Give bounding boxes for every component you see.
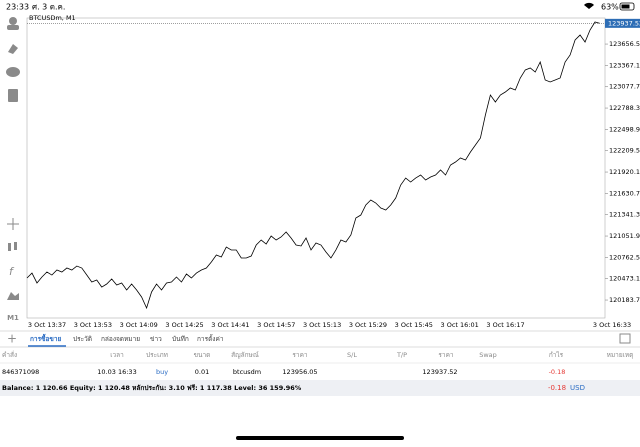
x-tick-label: 3 Oct 16:33	[593, 321, 631, 329]
x-tick-label: 3 Oct 15:13	[303, 321, 341, 329]
x-tick-label: 3 Oct 13:37	[28, 321, 66, 329]
candle-icon-2	[14, 242, 17, 250]
add-button[interactable]: +	[7, 332, 17, 346]
column-header: ประเภท	[146, 351, 168, 359]
y-tick-label: 120762.50	[609, 253, 640, 261]
candle-icon[interactable]	[8, 243, 11, 251]
plot-frame	[26, 17, 606, 319]
crosshair-icon[interactable]	[7, 218, 19, 230]
function-icon[interactable]: f	[9, 265, 15, 278]
status-date: ศ. 3 ต.ค.	[32, 3, 65, 12]
y-tick-label: 123077.70	[609, 83, 640, 91]
objects-icon[interactable]	[7, 292, 19, 300]
current-price-label: 123937.52	[608, 19, 640, 27]
column-header: สัญลักษณ์	[231, 351, 259, 359]
order-cell: btcusdm	[233, 368, 261, 376]
panel-icon[interactable]	[619, 333, 631, 344]
order-cell: 10.03 16:33	[97, 368, 136, 376]
x-tick-label: 3 Oct 16:17	[486, 321, 524, 329]
y-tick-label: 122788.30	[609, 104, 640, 112]
account-icon[interactable]	[9, 17, 17, 25]
x-tick-label: 3 Oct 14:41	[211, 321, 249, 329]
tab[interactable]: กล่องจดหมาย	[101, 335, 140, 343]
y-tick-label: 121630.70	[609, 189, 640, 197]
battery-icon	[619, 2, 635, 11]
account-icon-body	[7, 25, 19, 30]
status-time: 23:33	[6, 3, 29, 12]
toolbar: f	[6, 17, 20, 300]
summary-profit: -0.18	[548, 384, 566, 392]
battery-level	[621, 4, 630, 9]
y-tick-label: 123656.50	[609, 40, 640, 48]
y-tick-label: 122498.90	[609, 125, 640, 133]
tab[interactable]: บันทึก	[172, 335, 189, 343]
order-cell: 123956.05	[282, 368, 317, 376]
summary-currency: USD	[570, 384, 585, 392]
y-tick-label: 122209.50	[609, 147, 640, 155]
tab[interactable]: ประวัติ	[73, 335, 92, 343]
home-indicator	[236, 436, 404, 440]
y-tick-label: 121341.30	[609, 211, 640, 219]
y-tick-label: 121051.90	[609, 232, 640, 240]
battery-text: 63%	[601, 3, 619, 12]
summary-text: Balance: 1 120.66 Equity: 1 120.48 หลักป…	[2, 384, 302, 392]
column-header: ราคา	[438, 351, 453, 359]
y-tick-label: 121920.10	[609, 168, 640, 176]
tab[interactable]: การซื้อขาย	[30, 333, 61, 343]
column-header: ขนาด	[194, 351, 211, 359]
x-tick-label: 3 Oct 15:45	[395, 321, 433, 329]
column-header: ราคา	[292, 351, 307, 359]
tab[interactable]: ข่าว	[150, 335, 162, 343]
x-tick-label: 3 Oct 13:53	[74, 321, 112, 329]
trade-icon[interactable]	[8, 44, 18, 54]
summary-bar	[0, 380, 640, 396]
price-line	[26, 21, 601, 310]
order-cell: 846371098	[2, 368, 39, 376]
column-header: หมายเหตุ	[607, 351, 634, 359]
column-header: เวลา	[110, 351, 124, 359]
x-tick-label: 3 Oct 14:09	[120, 321, 158, 329]
x-tick-label: 3 Oct 15:29	[349, 321, 387, 329]
tab[interactable]: การตั้งค่า	[197, 334, 224, 343]
timeframe[interactable]: M1	[7, 314, 19, 322]
column-header: S/L	[347, 351, 357, 359]
column-header: กำไร	[549, 351, 564, 359]
order-cell: 0.01	[195, 368, 209, 376]
order-cell: buy	[156, 368, 168, 376]
chat-icon[interactable]	[6, 67, 20, 77]
x-tick-label: 3 Oct 14:25	[165, 321, 203, 329]
chart-title: BTCUSDm, M1	[29, 14, 76, 22]
x-tick-label: 3 Oct 16:01	[441, 321, 479, 329]
wifi-icon	[584, 2, 594, 10]
y-tick-label: 123367.10	[609, 61, 640, 69]
column-header: Swap	[479, 351, 497, 359]
x-tick-label: 3 Oct 14:57	[257, 321, 295, 329]
new-icon[interactable]	[8, 89, 18, 102]
order-cell: -0.18	[549, 368, 566, 376]
current-price-box	[605, 18, 640, 28]
y-tick-label: 120183.70	[609, 296, 640, 304]
order-cell: 123937.52	[422, 368, 457, 376]
column-header: T/P	[396, 351, 407, 359]
column-header: คำสั่ง	[2, 350, 17, 359]
y-tick-label: 120473.10	[609, 275, 640, 283]
